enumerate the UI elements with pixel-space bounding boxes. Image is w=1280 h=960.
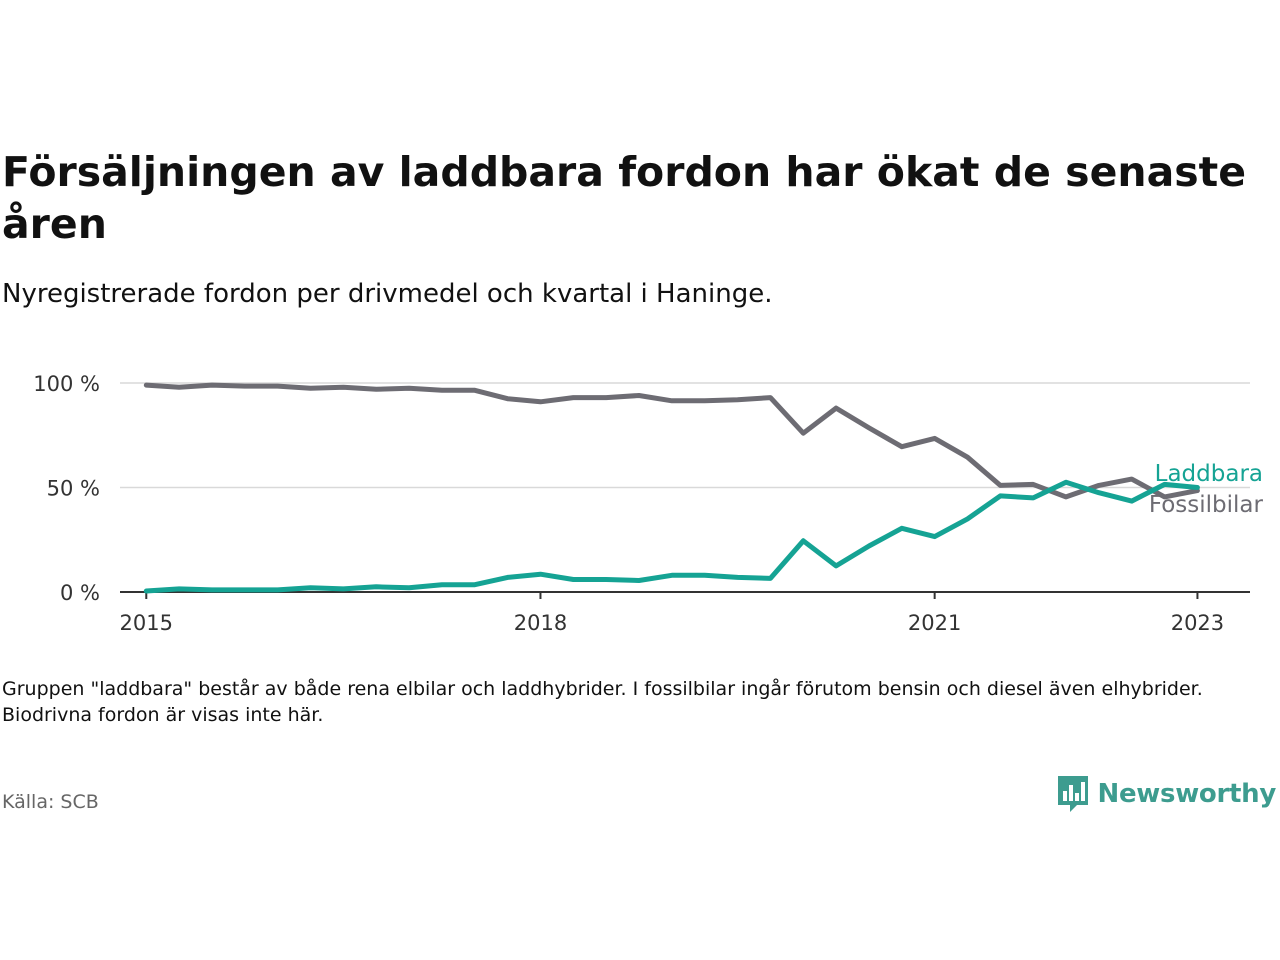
series-lines	[143, 382, 1200, 594]
x-tick-label: 2021	[908, 611, 961, 635]
series-label-laddbara: Laddbara	[1155, 461, 1263, 487]
line-chart: 0 % 50 % 100 % 2015 2018 2021 2023 Fossilbila…	[33, 372, 1264, 635]
y-tick-label: 100 %	[33, 372, 100, 396]
gridlines	[120, 382, 1250, 489]
newsworthy-logo-icon	[1057, 776, 1088, 812]
brand-logo[interactable]: Newsworthy	[1056, 774, 1276, 814]
y-tick-label: 0 %	[60, 581, 100, 605]
brand-name: Newsworthy	[1097, 779, 1277, 809]
y-tick-label: 50 %	[47, 477, 100, 501]
series-line-laddbara	[143, 479, 1200, 594]
x-tick-label: 2023	[1171, 611, 1224, 635]
chart-note: Gruppen "laddbara" består av både rena e…	[2, 678, 1203, 726]
x-tick-label: 2015	[120, 611, 173, 635]
series-labels: Fossilbilar Laddbara	[1149, 461, 1264, 518]
x-axis: 2015 2018 2021 2023	[120, 591, 1250, 635]
series-line-fossilbilar	[143, 382, 1200, 500]
series-label-fossilbilar: Fossilbilar	[1149, 492, 1264, 518]
chart-title: Försäljningen av laddbara fordon har öka…	[2, 148, 1247, 248]
chart-subtitle: Nyregistrerade fordon per drivmedel och …	[2, 279, 773, 309]
source-text: Källa: SCB	[2, 791, 99, 813]
x-tick-label: 2018	[514, 611, 567, 635]
y-axis-ticks: 0 % 50 % 100 %	[33, 372, 100, 605]
